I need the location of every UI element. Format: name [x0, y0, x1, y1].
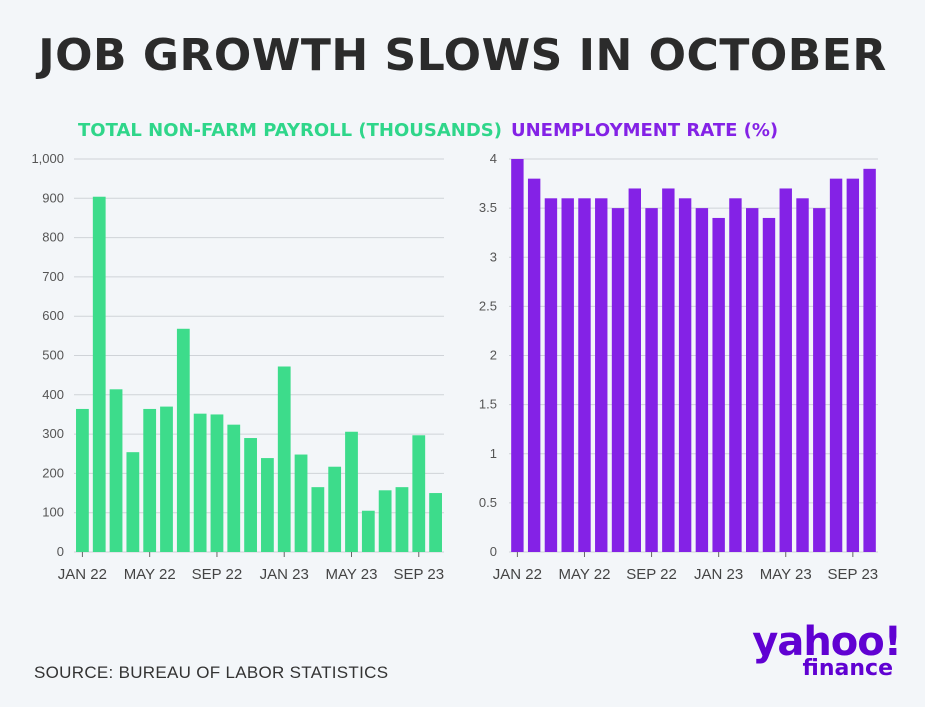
unemployment-bar: [712, 217, 725, 552]
payroll-x-tick-label: MAY 22: [124, 566, 176, 583]
payroll-bar: [378, 490, 392, 552]
payroll-y-tick-label: 500: [42, 348, 64, 363]
unemployment-x-tick-label: MAY 22: [558, 566, 610, 583]
unemployment-bar: [846, 178, 860, 552]
unemployment-x-tick-label: SEP 23: [828, 566, 879, 583]
payroll-y-tick-label: 600: [42, 308, 64, 323]
payroll-bar: [160, 406, 173, 552]
unemployment-y-tick-label: 1: [490, 446, 497, 461]
unemployment-bar: [762, 217, 776, 552]
unemployment-y-tick-label: 2: [490, 348, 497, 363]
logo-word: yahoo!: [752, 619, 902, 665]
unemployment-bar: [745, 208, 759, 552]
unemployment-bar: [578, 198, 591, 553]
payroll-y-tick-label: 100: [42, 505, 64, 520]
unemployment-x-tick-label: MAY 23: [760, 566, 812, 583]
payroll-bar: [328, 466, 342, 552]
unemployment-bar: [645, 208, 658, 552]
payroll-bar: [345, 431, 358, 552]
payroll-bar: [412, 435, 426, 552]
payroll-bar: [244, 438, 257, 552]
unemployment-bar: [544, 198, 558, 553]
payroll-bar: [109, 389, 123, 552]
payroll-y-tick-label: 800: [42, 230, 64, 245]
payroll-bar: [429, 493, 442, 552]
payroll-y-tick-label: 900: [42, 190, 64, 205]
unemployment-bar: [796, 198, 809, 553]
source-note: SOURCE: BUREAU OF LABOR STATISTICS: [34, 663, 389, 682]
unemployment-y-tick-label: 4: [490, 151, 497, 166]
payroll-bar: [395, 487, 409, 552]
unemployment-bar: [863, 168, 876, 552]
unemployment-x-tick-label: JAN 22: [493, 566, 542, 583]
payroll-bar: [126, 452, 140, 552]
payroll-y-tick-label: 300: [42, 426, 64, 441]
payroll-y-tick-label: 200: [42, 465, 64, 480]
unemployment-bar: [611, 208, 625, 552]
payroll-y-tick-label: 700: [42, 269, 64, 284]
payroll-bar: [294, 454, 308, 552]
payroll-y-tick-label: 400: [42, 387, 64, 402]
unemployment-chart-title: UNEMPLOYMENT RATE (%): [511, 120, 779, 141]
payroll-bar: [143, 408, 157, 552]
unemployment-y-tick-label: 2.5: [479, 298, 497, 313]
unemployment-bar: [779, 188, 792, 552]
unemployment-y-tick-label: 1.5: [479, 397, 497, 412]
payroll-chart-title: TOTAL NON-FARM PAYROLL (THOUSANDS): [78, 120, 502, 141]
payroll-bar: [311, 487, 325, 552]
unemployment-bar: [662, 188, 675, 552]
payroll-x-tick-label: SEP 23: [393, 566, 444, 583]
payroll-y-tick-label: 0: [57, 544, 64, 559]
page-title: JOB GROWTH SLOWS IN OCTOBER: [38, 30, 887, 81]
payroll-x-tick-label: JAN 22: [58, 566, 107, 583]
unemployment-bar: [511, 159, 524, 552]
unemployment-bar: [729, 198, 742, 553]
payroll-y-tick-label: 1,000: [31, 151, 64, 166]
payroll-bar: [361, 510, 375, 552]
unemployment-bar: [628, 188, 642, 552]
payroll-x-tick-label: MAY 23: [326, 566, 378, 583]
unemployment-y-tick-label: 3: [490, 249, 497, 264]
unemployment-y-tick-label: 0.5: [479, 495, 497, 510]
payroll-bar: [210, 414, 224, 552]
unemployment-bar: [678, 198, 692, 553]
payroll-bar: [227, 424, 241, 552]
unemployment-bar: [813, 208, 826, 552]
unemployment-x-tick-label: JAN 23: [694, 566, 743, 583]
logo-sub: finance: [802, 656, 893, 681]
payroll-bar: [277, 366, 291, 552]
payroll-x-tick-label: SEP 22: [192, 566, 243, 583]
unemployment-x-tick-label: SEP 22: [626, 566, 677, 583]
unemployment-y-tick-label: 0: [490, 544, 497, 559]
payroll-bar: [261, 458, 274, 552]
unemployment-bar: [527, 178, 541, 552]
yahoo-finance-logo: yahoo! finance: [751, 619, 902, 681]
unemployment-y-tick-label: 3.5: [479, 200, 497, 215]
unemployment-bar: [829, 178, 843, 552]
payroll-x-tick-label: JAN 23: [260, 566, 309, 583]
payroll-bar: [193, 413, 207, 552]
unemployment-bar: [695, 208, 709, 552]
unemployment-bar: [561, 198, 574, 553]
unemployment-bar: [595, 198, 608, 553]
payroll-bar: [176, 328, 190, 552]
payroll-bar: [76, 408, 89, 552]
payroll-bar: [92, 196, 106, 552]
